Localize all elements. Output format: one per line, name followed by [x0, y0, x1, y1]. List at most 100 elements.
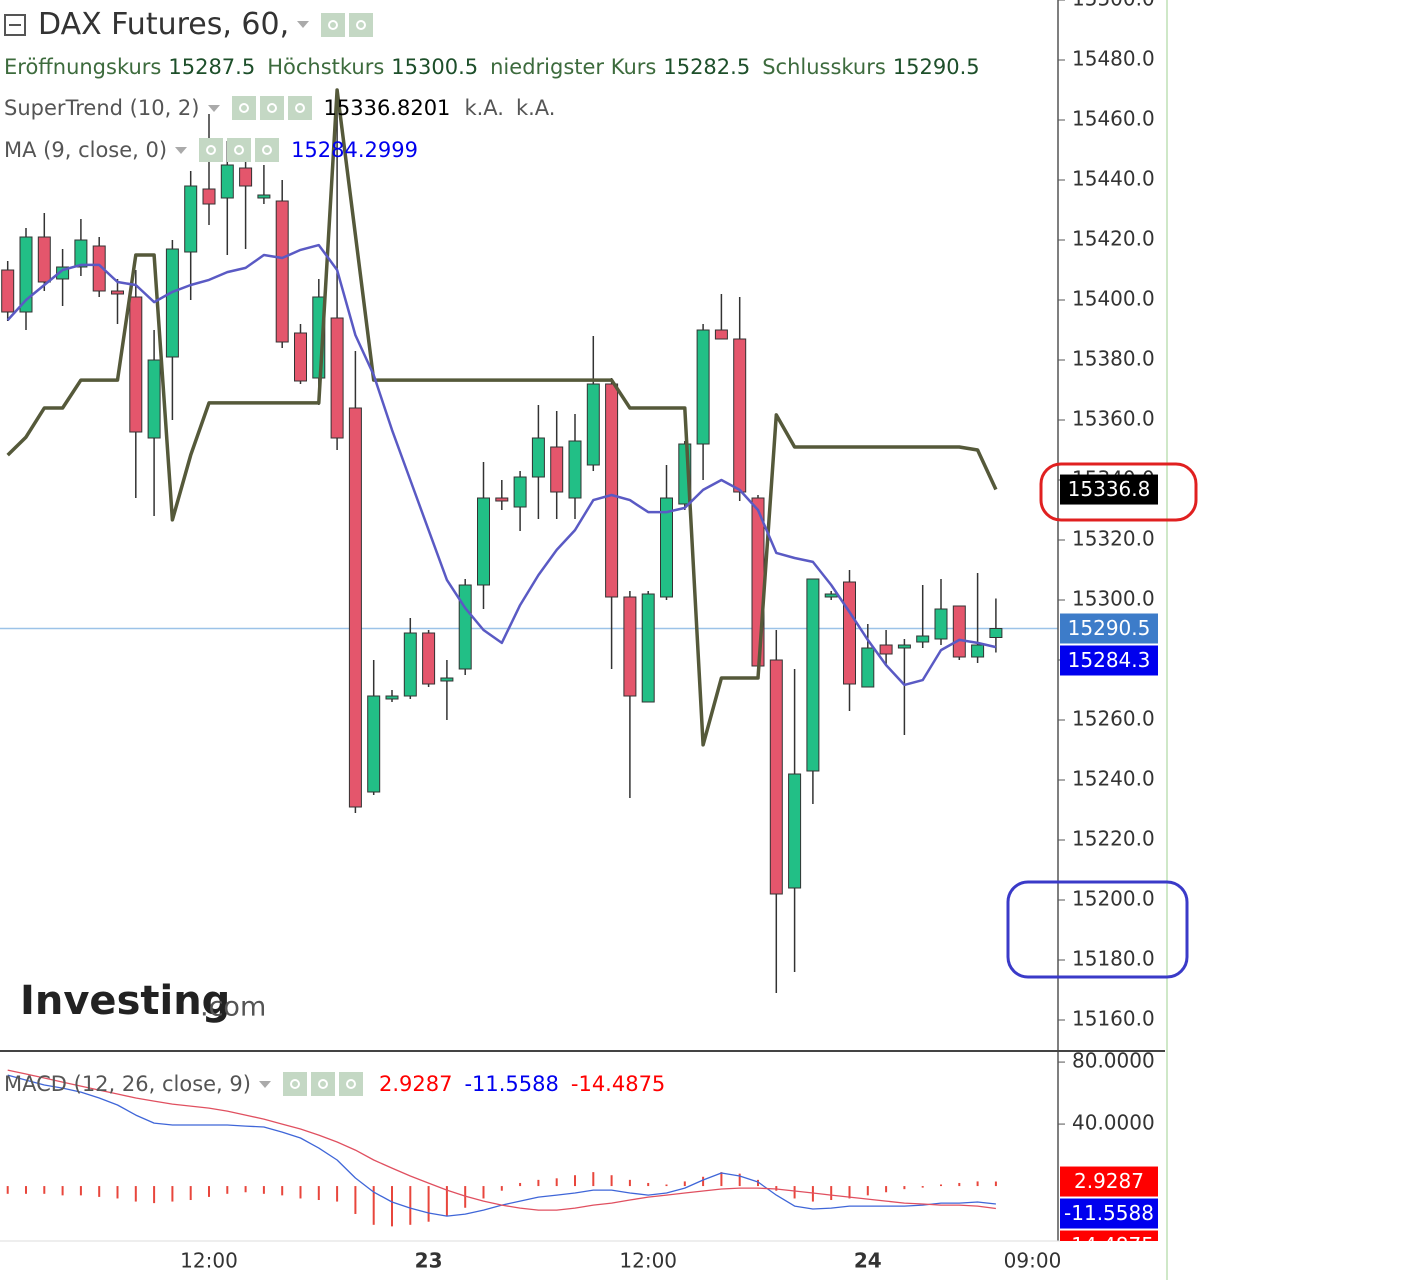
candle-body — [733, 338, 747, 493]
candle-body — [934, 608, 948, 640]
candle-body — [129, 296, 143, 433]
histogram-bar — [427, 1186, 430, 1222]
candle-body — [769, 659, 783, 895]
y-tick-label: 15160.0 — [1072, 1007, 1155, 1031]
candle-body — [861, 647, 875, 688]
histogram-bar — [79, 1186, 82, 1196]
candle-body — [714, 329, 728, 340]
candle-body — [897, 644, 911, 649]
histogram-bar — [665, 1184, 668, 1187]
candle-body — [696, 329, 710, 445]
x-tick-label: 12:00 — [619, 1249, 677, 1273]
price-badge-label: -11.5588 — [1064, 1201, 1154, 1225]
histogram-bar — [793, 1186, 796, 1199]
candle-body — [111, 290, 124, 295]
histogram-bar — [189, 1186, 192, 1201]
candle-body — [422, 632, 436, 685]
x-tick-label: 24 — [854, 1249, 882, 1273]
macd-line — [7, 1074, 996, 1217]
watermark-brand: Investing — [20, 978, 230, 1024]
candle-body — [623, 596, 637, 697]
y-tick-label: 15200.0 — [1072, 887, 1155, 911]
histogram-bar — [317, 1186, 320, 1201]
x-tick-label: 23 — [415, 1249, 443, 1273]
candle-body — [275, 200, 289, 343]
histogram-bar — [702, 1176, 705, 1187]
histogram-bar — [153, 1186, 156, 1204]
candle-body — [184, 185, 198, 253]
histogram-bar — [555, 1178, 558, 1187]
histogram-bar — [683, 1181, 686, 1187]
histogram-bar — [738, 1173, 741, 1187]
candle-body — [440, 677, 454, 682]
histogram-bar — [537, 1179, 540, 1187]
y-tick-label: 15440.0 — [1072, 167, 1155, 191]
histogram-bar — [43, 1186, 46, 1194]
price-badge — [1060, 1166, 1158, 1197]
histogram-bar — [921, 1186, 924, 1188]
candle-body — [458, 584, 472, 670]
histogram-bar — [940, 1184, 942, 1187]
histogram-bar — [903, 1186, 906, 1190]
y-tick-label: 15480.0 — [1072, 47, 1155, 71]
price-badge-label: 15284.3 — [1068, 648, 1151, 672]
histogram-bar — [116, 1186, 119, 1199]
histogram-bar — [409, 1186, 412, 1225]
candle-body — [824, 593, 838, 598]
price-badge — [1060, 1198, 1158, 1229]
histogram-bar — [226, 1186, 229, 1194]
histogram-bar — [885, 1186, 888, 1193]
candle-body — [660, 497, 673, 598]
candle-body — [477, 497, 490, 586]
candle-body — [989, 628, 1003, 638]
y-tick-label: 15460.0 — [1072, 107, 1155, 131]
candle-body — [147, 359, 161, 439]
candle-body — [403, 632, 417, 697]
price-badge-label: 15290.5 — [1068, 616, 1151, 640]
axes: 15160.0 15180.0 15200.0 15220.0 15240.0 15260… — [0, 0, 1165, 1242]
histogram-bar — [866, 1186, 869, 1196]
histogram-bar — [244, 1186, 247, 1193]
y-tick-label: 15500.0 — [1072, 0, 1155, 11]
histogram-bar — [299, 1186, 302, 1199]
candle-body — [916, 635, 930, 643]
candle-body — [641, 593, 655, 703]
candle-body — [843, 581, 856, 685]
candle-body — [550, 446, 564, 493]
y-tick-label: 80.0000 — [1072, 1049, 1155, 1073]
candle-body — [586, 383, 600, 466]
histogram-bar — [354, 1186, 357, 1214]
price-badge — [1060, 645, 1158, 676]
price-badge — [1060, 474, 1158, 505]
candle-body — [495, 497, 509, 502]
candle-body — [294, 332, 307, 382]
histogram-bar — [720, 1172, 723, 1187]
histogram-bar — [848, 1186, 851, 1199]
histogram-bar — [482, 1186, 485, 1199]
candle-body — [367, 695, 381, 793]
ma-line — [6, 243, 997, 687]
candle-body — [1, 269, 15, 313]
candle-body — [568, 440, 582, 499]
candle-body — [92, 245, 106, 292]
candle-body — [330, 317, 344, 439]
histogram-bar — [6, 1186, 9, 1194]
price-plot — [0, 88, 1058, 993]
histogram-bar — [445, 1186, 448, 1216]
y-tick-label: 15260.0 — [1072, 707, 1155, 731]
candle-body — [220, 164, 234, 199]
histogram-bar — [628, 1179, 631, 1187]
histogram-bar — [574, 1175, 576, 1187]
highlight-red — [1039, 462, 1198, 522]
time-axis-bg — [0, 1241, 1166, 1280]
price-badge — [1060, 613, 1158, 644]
histogram-bar — [262, 1186, 265, 1194]
candle-body — [239, 167, 253, 187]
watermark-suffix: .com — [200, 992, 266, 1023]
candle-body — [952, 605, 966, 658]
histogram-bar — [757, 1179, 759, 1187]
histogram-bar — [610, 1175, 613, 1187]
histogram-bar — [98, 1186, 101, 1197]
